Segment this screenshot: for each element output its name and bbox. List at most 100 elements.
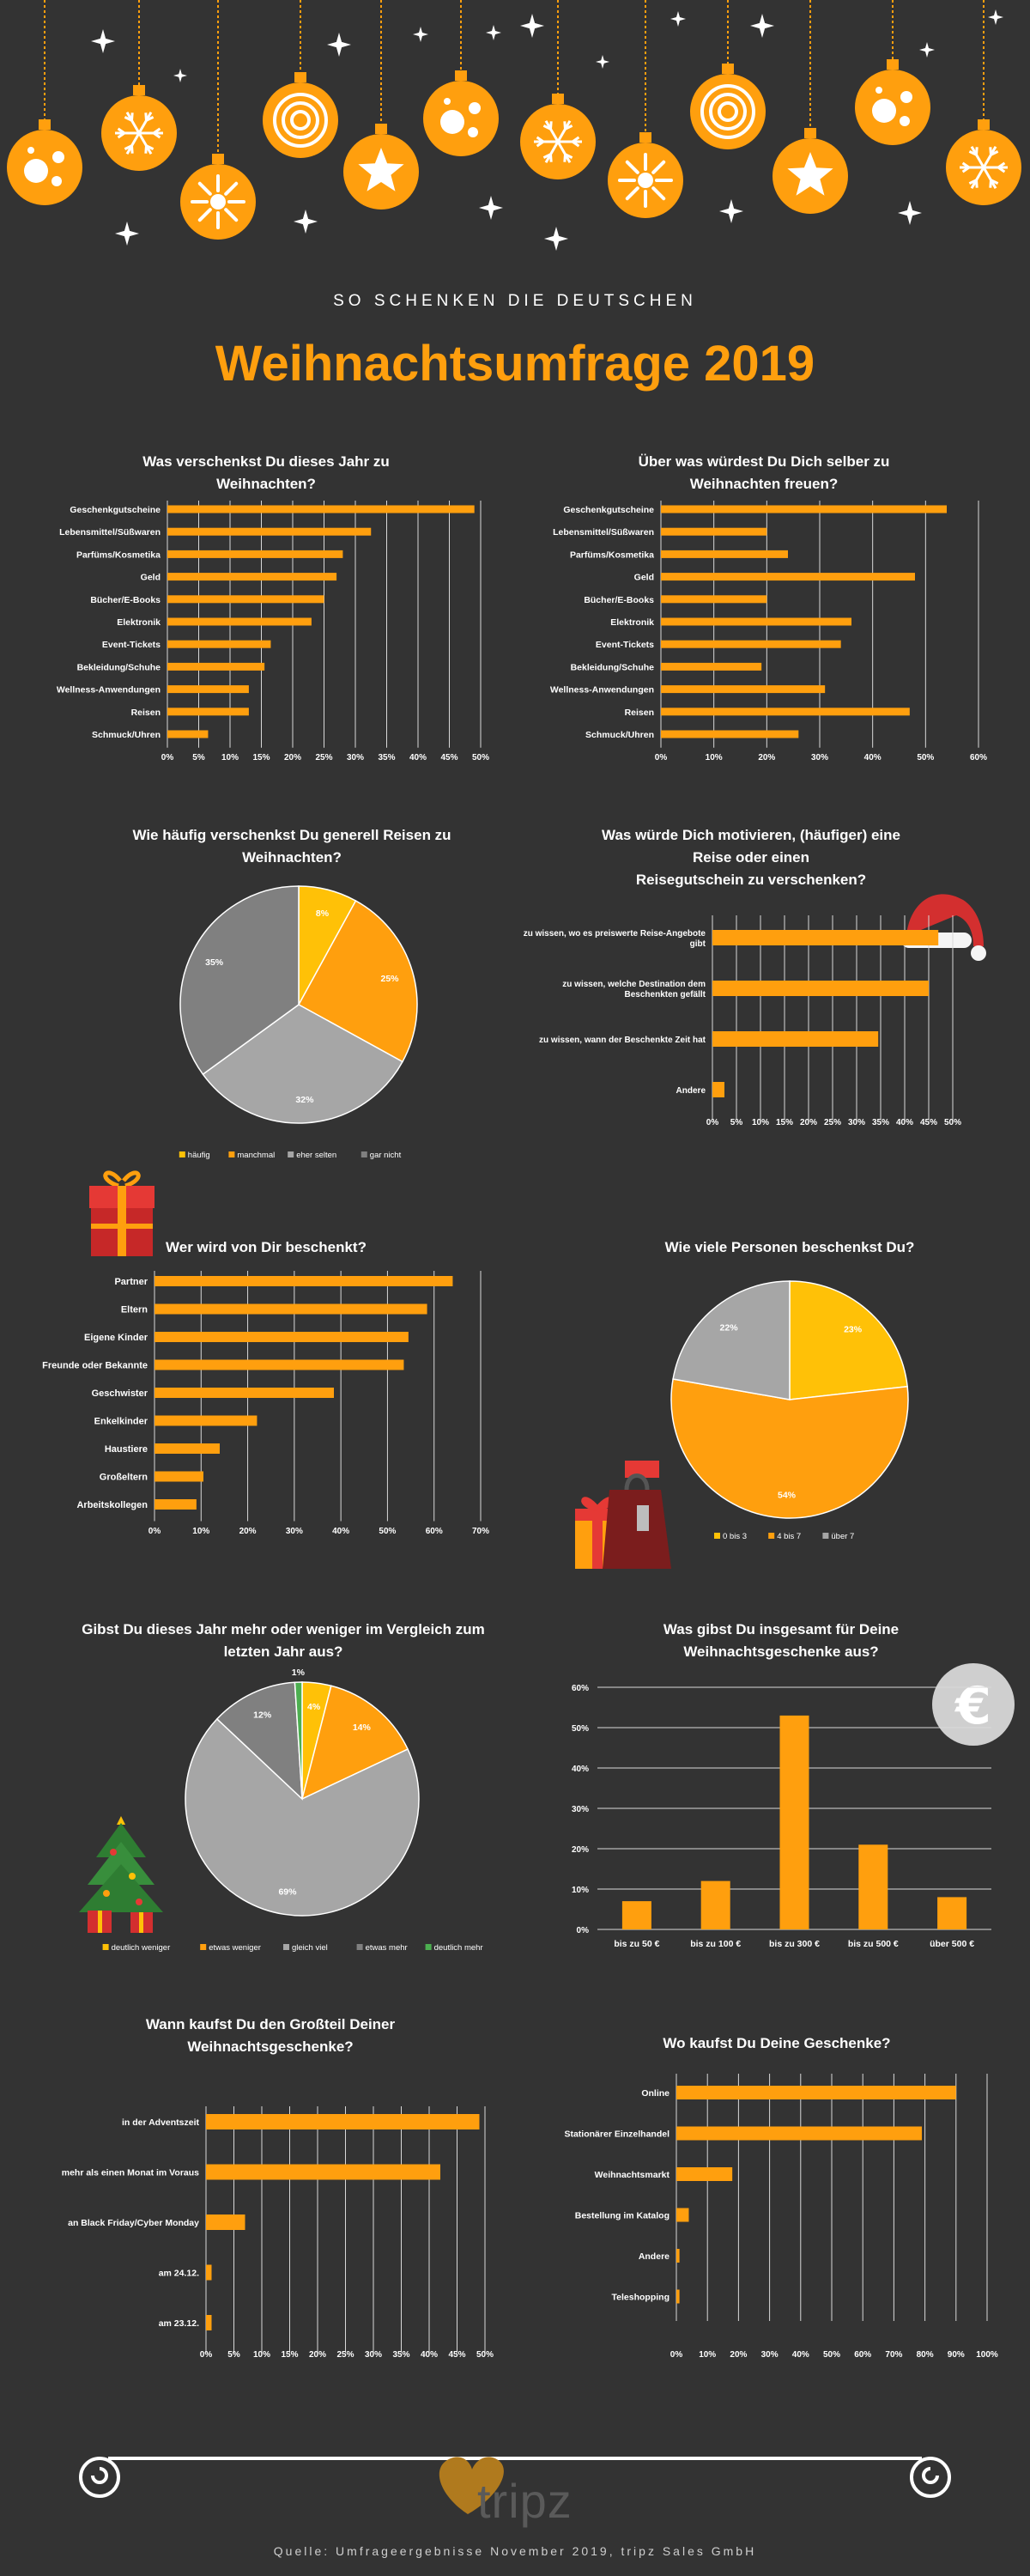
- tick-label: 60%: [572, 1684, 589, 1693]
- tick-label: 10%: [572, 1886, 589, 1895]
- pie-slice: [670, 1378, 909, 1519]
- chart-selber-freuen: Über was würdest Du Dich selber zu Weihna…: [524, 451, 1004, 769]
- chart-title-line: Weihnachtsgeschenke?: [187, 2038, 354, 2055]
- bar: [167, 573, 337, 581]
- category-label: Reisen: [131, 708, 161, 718]
- category-label: Arbeitskollegen: [76, 1500, 148, 1510]
- tick-label: 35%: [392, 2350, 409, 2360]
- chart-plot: 0% 10% 20% 30% 40% 50% 60% 70% Partner Eltern Eige…: [42, 1271, 489, 1536]
- bar: [676, 2086, 956, 2099]
- chart-title-line: Was verschenkst Du dieses Jahr zu: [142, 453, 390, 470]
- tick-label: 30%: [848, 1118, 865, 1127]
- legend-swatch: [200, 1944, 207, 1950]
- category-label: Eigene Kinder: [84, 1333, 148, 1343]
- ornament-snow: [520, 0, 596, 179]
- legend-swatch: [768, 1533, 775, 1539]
- tick-label: 10%: [192, 1527, 209, 1536]
- bar: [661, 573, 915, 581]
- svg-text:€: €: [954, 1676, 991, 1736]
- tick-label: 20%: [309, 2350, 326, 2360]
- chart-plot: 0% 5% 10% 15% 20% 25% 30% 35% 40% 45% 50% in der Ad…: [62, 2106, 494, 2360]
- bar: [712, 1082, 724, 1097]
- sparkle-star: [750, 14, 774, 38]
- bar: [154, 1388, 334, 1398]
- bar: [167, 617, 312, 626]
- slice-label: 32%: [295, 1095, 314, 1105]
- category-label: Schmuck/Uhren: [92, 730, 161, 740]
- legend-swatch: [360, 1151, 367, 1157]
- tick-label: 40%: [421, 2350, 438, 2360]
- category-label: Großeltern: [100, 1473, 148, 1483]
- tick-label: 15%: [252, 753, 270, 762]
- bar: [858, 1844, 888, 1929]
- tick-label: 10%: [752, 1118, 769, 1127]
- tick-label: 60%: [854, 2350, 871, 2360]
- bar: [661, 708, 910, 716]
- chart-plot: 4% 14% 69% 12% 1% deutlich weniger etwas wenig…: [102, 1668, 483, 1953]
- category-label: Bestellung im Katalog: [575, 2211, 670, 2221]
- tick-label: 30%: [572, 1805, 589, 1814]
- chart-plot: 0% 10% 20% 30% 40% 50% 60% Geschenkgutscheine Le…: [550, 501, 987, 762]
- tick-label: 50%: [476, 2350, 494, 2360]
- source-note: Quelle: Umfrageergebnisse November 2019,…: [273, 2544, 757, 2558]
- tick-label: 70%: [472, 1527, 489, 1536]
- sparkle-star: [670, 11, 686, 27]
- category-label: Lebensmittel/Süßwaren: [59, 527, 161, 538]
- sparkle-star: [898, 201, 922, 225]
- sparkle-star: [719, 199, 743, 223]
- christmas-tree-icon: [79, 1816, 163, 1933]
- tick-label: 20%: [284, 753, 301, 762]
- sparkle-star: [91, 29, 115, 53]
- bar: [661, 550, 788, 558]
- bar: [206, 2164, 440, 2180]
- tick-label: 0%: [577, 1926, 590, 1935]
- legend-label: eher selten: [296, 1151, 336, 1160]
- bar: [779, 1715, 809, 1929]
- category-label: in der Adventszeit: [122, 2117, 200, 2128]
- category-label: am 24.12.: [159, 2269, 199, 2279]
- bar: [154, 1359, 404, 1370]
- tick-label: 35%: [872, 1118, 889, 1127]
- chart-title-line: Wie häufig verschenkst Du generell Reise…: [132, 827, 451, 843]
- chart-title: Was verschenkst Du dieses Jahr zu Weihnac…: [26, 451, 506, 495]
- bar: [154, 1276, 453, 1286]
- legend-label: über 7: [831, 1532, 854, 1541]
- bar: [154, 1471, 203, 1482]
- legend-label: etwas weniger: [209, 1943, 261, 1953]
- chart-ausgaben-gesamt: Was gibst Du insgesamt für Deine Weihnach…: [558, 1619, 1004, 1962]
- ornament-star: [343, 0, 419, 210]
- slice-label: 25%: [381, 974, 400, 984]
- chart-title-line: Was gibst Du insgesamt für Deine: [663, 1621, 900, 1637]
- bar: [676, 2126, 922, 2141]
- sparkle-star: [413, 27, 428, 42]
- chart-plot: 0% 10% 20% 30% 40% 50% 60% 70% 80% 90% 100% Online S…: [564, 2074, 998, 2360]
- bar: [661, 617, 851, 626]
- category-label: bis zu 50 €: [614, 1939, 659, 1949]
- header-kicker: SO SCHENKEN DIE DEUTSCHEN: [333, 292, 697, 310]
- legend-swatch: [102, 1944, 109, 1950]
- category-label: bis zu 100 €: [690, 1939, 741, 1949]
- chart-title-line: Wo kaufst Du Deine Geschenke?: [663, 2035, 891, 2051]
- tick-label: 30%: [347, 753, 364, 762]
- tick-label: 100%: [976, 2350, 998, 2360]
- tick-label: 30%: [811, 753, 828, 762]
- chart-title-line: Wann kaufst Du den Großteil Deiner: [145, 2016, 396, 2032]
- bar: [167, 662, 265, 671]
- tick-label: 20%: [239, 1527, 257, 1536]
- legend-swatch: [288, 1151, 294, 1157]
- category-label: Bekleidung/Schuhe: [571, 662, 655, 672]
- slice-label: 23%: [844, 1325, 863, 1335]
- legend-label: deutlich mehr: [434, 1943, 483, 1953]
- tick-label: 0%: [161, 753, 174, 762]
- chart-plot: 0% 5% 10% 15% 20% 25% 30% 35% 40% 45% 50% zu wissen…: [524, 915, 961, 1127]
- legend-swatch: [714, 1533, 720, 1539]
- ornament-dots: [423, 0, 499, 156]
- tick-label: 25%: [824, 1118, 841, 1127]
- category-label: Bücher/E-Books: [584, 595, 654, 605]
- bar: [661, 595, 767, 604]
- bar: [206, 2315, 212, 2330]
- category-label: Geschwister: [92, 1388, 148, 1399]
- legend-label: gleich viel: [292, 1943, 328, 1953]
- chart-mehr-oder-weniger: Gibst Du dieses Jahr mehr oder weniger i…: [60, 1619, 506, 1962]
- category-label: bis zu 300 €: [769, 1939, 820, 1949]
